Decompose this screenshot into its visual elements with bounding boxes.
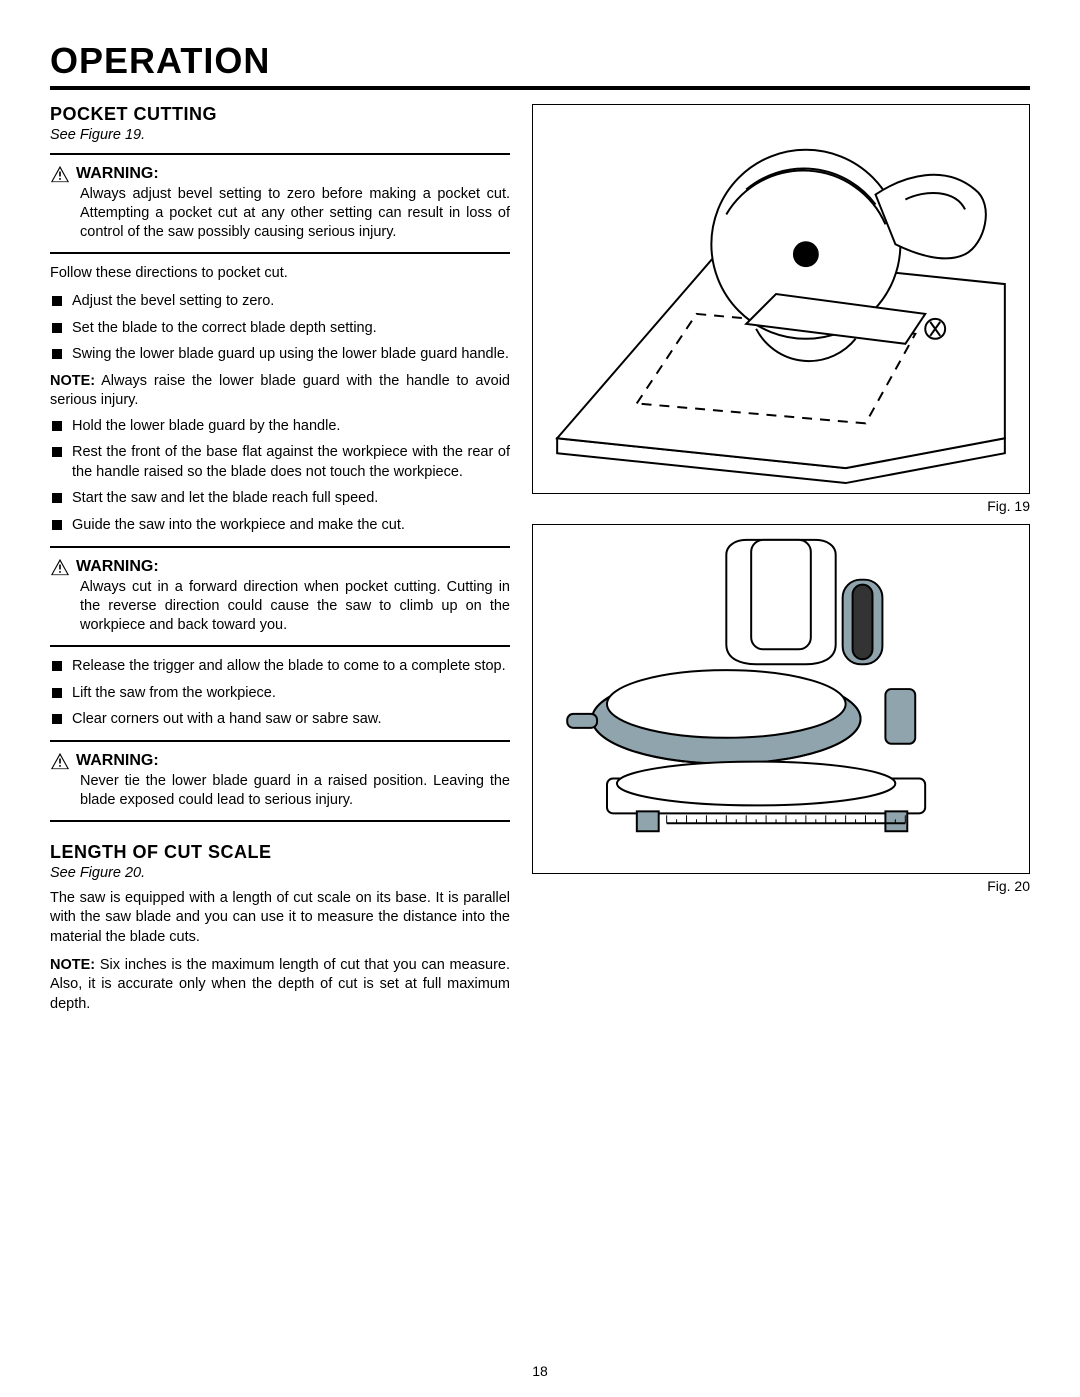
intro-text: Follow these directions to pocket cut. <box>50 264 510 284</box>
warning-icon <box>50 558 70 576</box>
see-figure-20: See Figure 20. <box>50 865 510 881</box>
list-item: Guide the saw into the workpiece and mak… <box>50 516 510 536</box>
steps-list-3: Release the trigger and allow the blade … <box>50 657 510 730</box>
page-title: OPERATION <box>50 40 1030 90</box>
list-item: Lift the saw from the workpiece. <box>50 684 510 704</box>
warning-icon <box>50 752 70 770</box>
divider <box>50 740 510 742</box>
left-column: POCKET CUTTING See Figure 19. WARNING: A… <box>50 104 510 1020</box>
divider <box>50 820 510 822</box>
list-item: Start the saw and let the blade reach fu… <box>50 489 510 509</box>
note-1: NOTE: Always raise the lower blade guard… <box>50 372 510 411</box>
page-number: 18 <box>0 1363 1080 1379</box>
figure-19 <box>532 104 1030 494</box>
divider <box>50 252 510 254</box>
right-column: Fig. 19 <box>532 104 1030 1020</box>
warning-block-3: WARNING: Never tie the lower blade guard… <box>50 752 510 810</box>
length-para: The saw is equipped with a length of cut… <box>50 889 510 948</box>
figure-20-caption: Fig. 20 <box>532 878 1030 894</box>
list-item: Clear corners out with a hand saw or sab… <box>50 710 510 730</box>
figure-20 <box>532 524 1030 874</box>
warning-text: Always adjust bevel setting to zero befo… <box>80 185 510 242</box>
list-item: Adjust the bevel setting to zero. <box>50 292 510 312</box>
divider <box>50 546 510 548</box>
main-columns: POCKET CUTTING See Figure 19. WARNING: A… <box>50 104 1030 1020</box>
list-item: Swing the lower blade guard up using the… <box>50 345 510 365</box>
warning-label: WARNING: <box>76 558 159 576</box>
figure-19-caption: Fig. 19 <box>532 498 1030 514</box>
section-title-pocket-cutting: POCKET CUTTING <box>50 104 510 125</box>
steps-list-1: Adjust the bevel setting to zero. Set th… <box>50 292 510 365</box>
steps-list-2: Hold the lower blade guard by the handle… <box>50 417 510 536</box>
divider <box>50 645 510 647</box>
list-item: Set the blade to the correct blade depth… <box>50 319 510 339</box>
warning-text: Always cut in a forward direction when p… <box>80 578 510 635</box>
warning-block-1: WARNING: Always adjust bevel setting to … <box>50 165 510 242</box>
warning-text: Never tie the lower blade guard in a rai… <box>80 772 510 810</box>
warning-label: WARNING: <box>76 165 159 183</box>
divider <box>50 153 510 155</box>
see-figure-19: See Figure 19. <box>50 127 510 143</box>
list-item: Hold the lower blade guard by the handle… <box>50 417 510 437</box>
note-2: NOTE: Six inches is the maximum length o… <box>50 956 510 1015</box>
warning-block-2: WARNING: Always cut in a forward directi… <box>50 558 510 635</box>
warning-icon <box>50 165 70 183</box>
section-title-length-of-cut: LENGTH OF CUT SCALE <box>50 842 510 863</box>
list-item: Release the trigger and allow the blade … <box>50 657 510 677</box>
warning-label: WARNING: <box>76 752 159 770</box>
list-item: Rest the front of the base flat against … <box>50 443 510 482</box>
